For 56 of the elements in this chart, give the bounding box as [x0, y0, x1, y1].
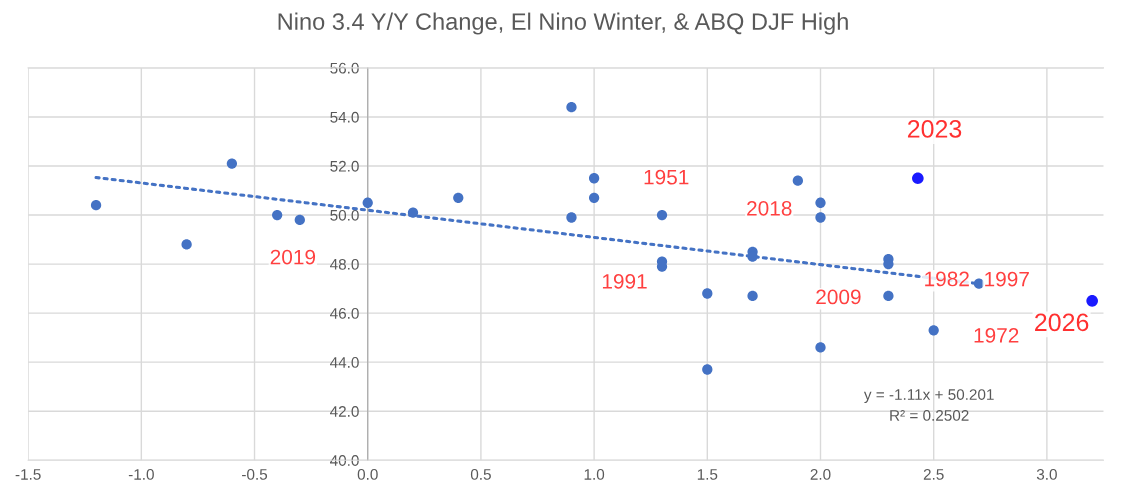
- y-tick-label: 42.0: [330, 406, 359, 417]
- y-tick-label: 46.0: [330, 307, 359, 319]
- x-tick-label: 1.5: [697, 469, 718, 480]
- y-tick-label: 56.0: [330, 62, 359, 74]
- point: [362, 197, 373, 208]
- annotation: 2026: [1035, 313, 1089, 332]
- point: [407, 207, 419, 218]
- annotation: 2019: [270, 249, 316, 265]
- y-tick-label: 52.0: [330, 160, 359, 172]
- annotation: 1997: [985, 271, 1029, 287]
- point: [294, 214, 305, 226]
- annotation: 1991: [602, 274, 647, 289]
- point: [815, 342, 826, 353]
- point: [792, 175, 804, 186]
- annotation: 1972: [974, 328, 1019, 343]
- point: [588, 173, 600, 184]
- point: [226, 158, 238, 169]
- x-tick-label: -0.5: [242, 468, 268, 480]
- point: [702, 288, 713, 299]
- x-tick-label: 2.0: [810, 468, 831, 480]
- y-tick-label: 48.0: [330, 258, 359, 270]
- y-tick-label: 44.0: [330, 357, 359, 368]
- point: [566, 212, 577, 223]
- point: [588, 192, 600, 204]
- y-tick-label: 40.0: [330, 455, 359, 466]
- annotation: y = -1.11x + 50.201 R² = 0.2502: [863, 389, 994, 421]
- x-tick-label: 1.0: [584, 468, 605, 480]
- point: [453, 192, 464, 204]
- annotation: 1982: [925, 271, 969, 287]
- x-tick-label: 0.5: [470, 468, 491, 480]
- x-tick-label: 2.5: [923, 468, 944, 480]
- y-tick-label: 50.0: [330, 209, 359, 221]
- point: [912, 172, 924, 185]
- point: [815, 212, 826, 223]
- point: [747, 290, 758, 302]
- y-tick-label: 54.0: [330, 111, 359, 123]
- x-tick-label: 3.0: [1036, 468, 1057, 480]
- chart-title: Nino 3.4 Y/Y Change, El Nino Winter, & ABQ DJF High: [278, 12, 848, 35]
- annotation: 2018: [747, 200, 792, 216]
- point: [181, 239, 192, 250]
- point: [566, 101, 577, 113]
- annotation: 1951: [644, 169, 689, 185]
- x-tick-label: 0.0: [357, 468, 378, 480]
- x-tick-label: -1.5: [15, 469, 41, 480]
- point: [702, 364, 713, 375]
- point: [815, 197, 826, 208]
- point: [973, 278, 985, 289]
- annotation: 2009: [816, 289, 861, 305]
- x-tick-label: -1.0: [128, 468, 154, 480]
- point: [90, 200, 102, 211]
- point: [656, 209, 668, 221]
- point: [928, 325, 939, 336]
- point: [1086, 295, 1098, 307]
- annotation: 2023: [907, 120, 962, 138]
- point: [883, 290, 894, 302]
- point: [272, 209, 283, 221]
